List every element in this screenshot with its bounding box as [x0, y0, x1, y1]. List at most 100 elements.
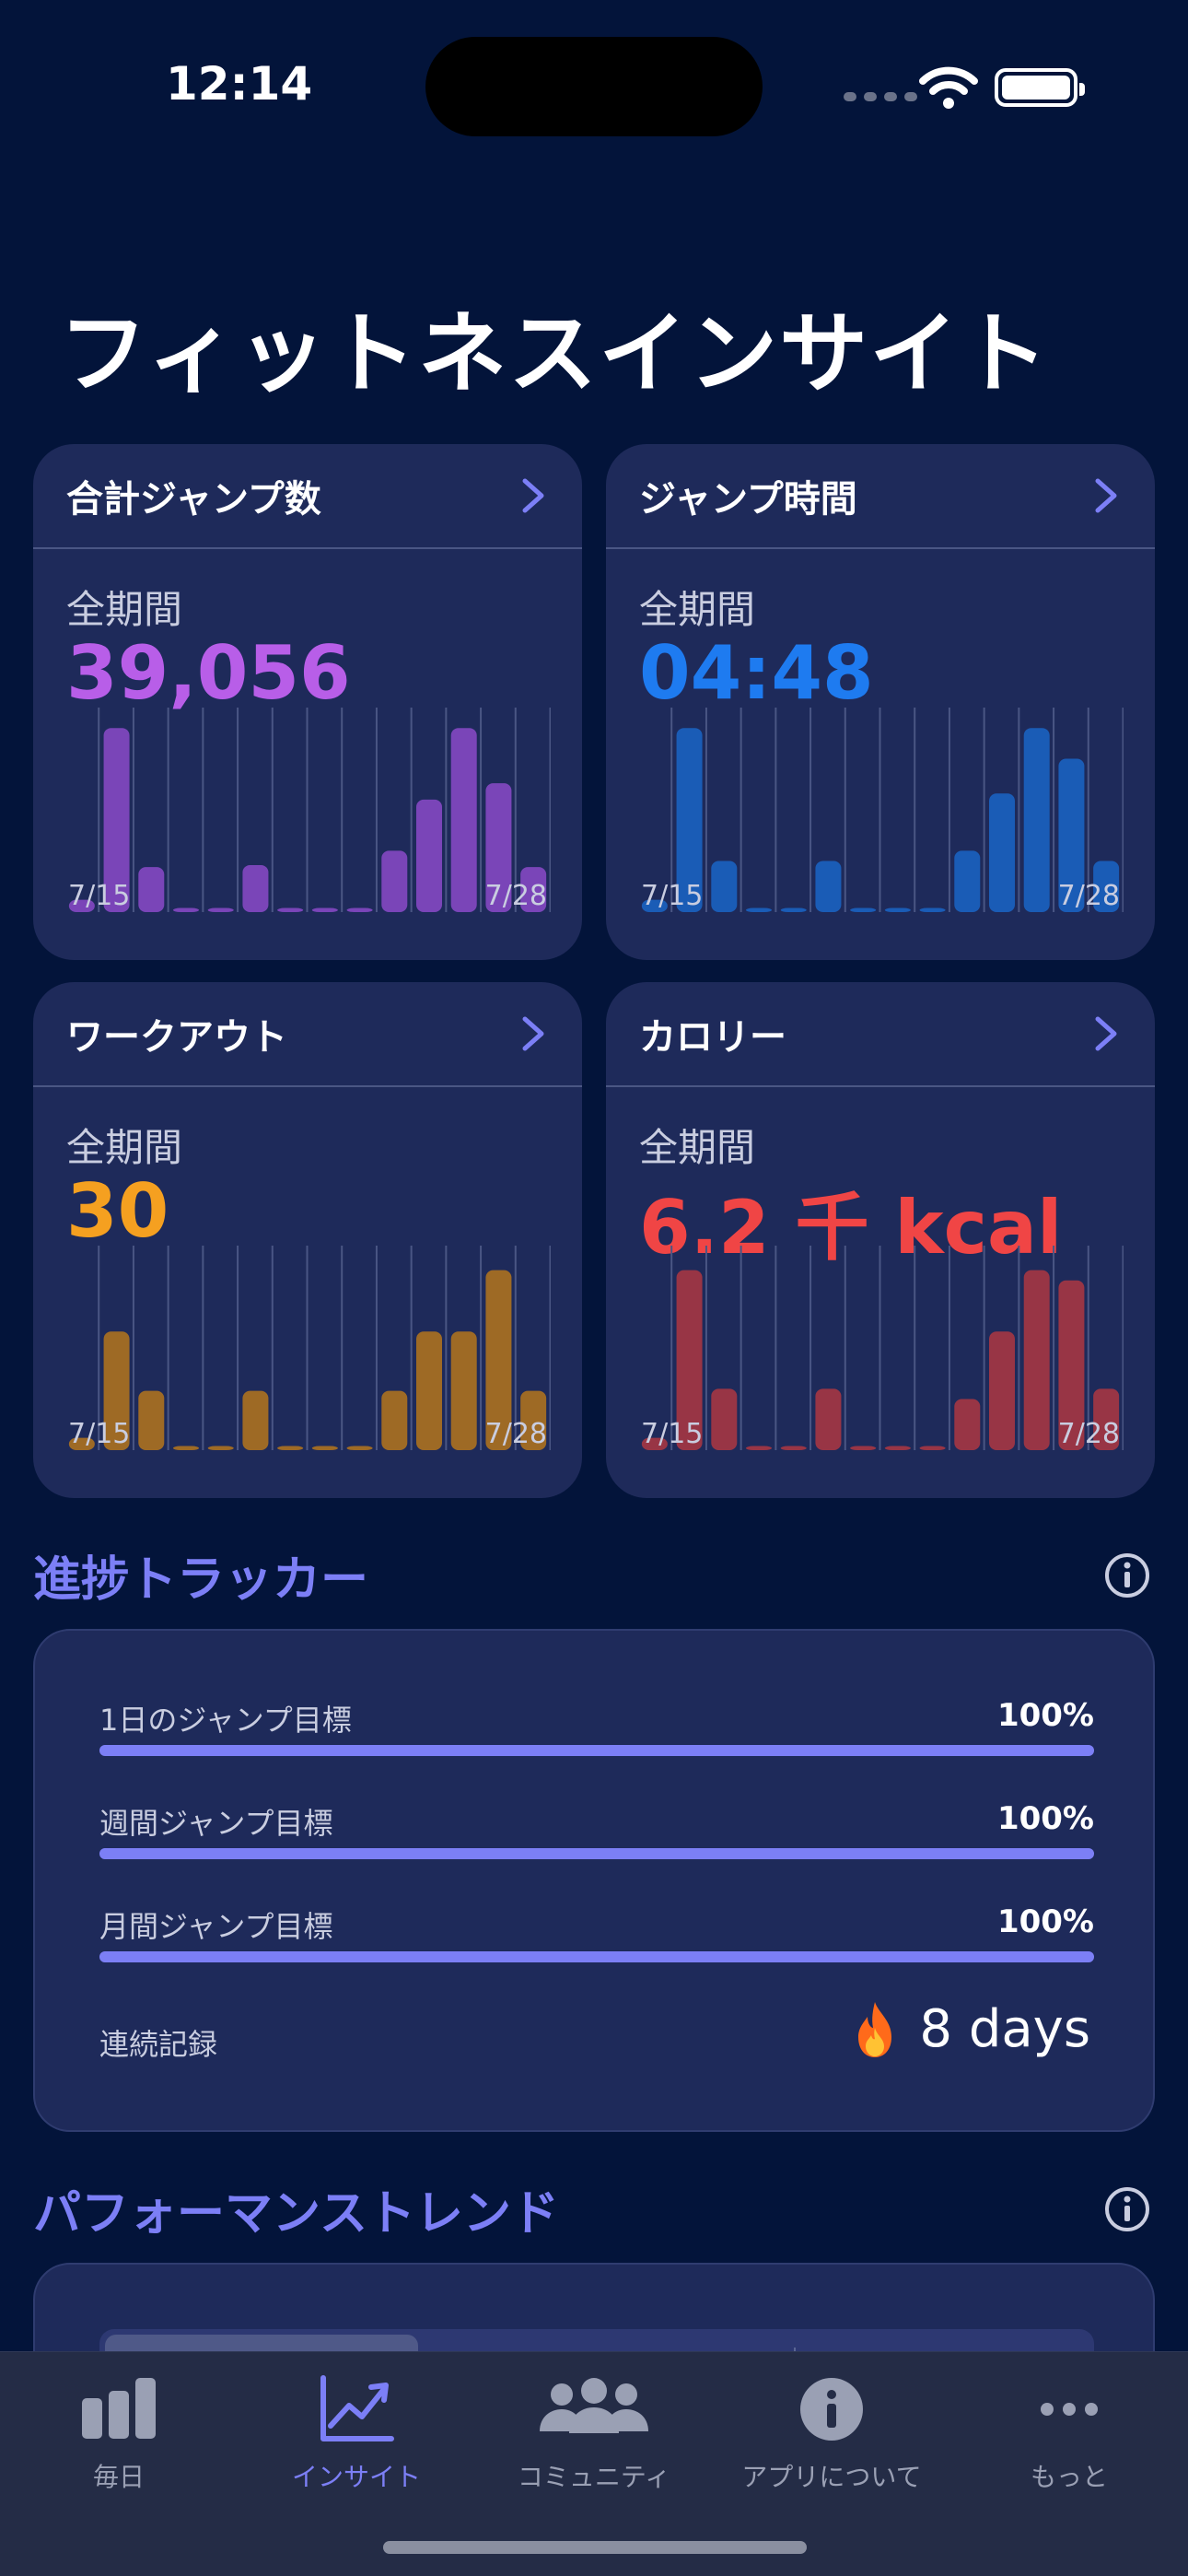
axis-label: 7/15 — [68, 880, 130, 912]
chart-bar — [346, 907, 373, 912]
axis-label: 7/28 — [485, 880, 547, 912]
chart-bar — [311, 1446, 338, 1450]
tab-insights[interactable]: インサイト — [238, 2372, 475, 2494]
bar-chart-icon — [82, 2378, 156, 2439]
card-title: 合計ジャンプ数 — [66, 478, 321, 521]
chart-bar — [780, 907, 807, 912]
card-period: 全期間 — [66, 1125, 183, 1170]
card-period: 全期間 — [639, 1125, 756, 1170]
chart-bar — [919, 907, 946, 912]
card-value: 6.2 千 kcal — [639, 1185, 1063, 1270]
card-jump-time[interactable]: ジャンプ時間 全期間 04:48 7/15 7/28 — [606, 444, 1155, 960]
chart-bar — [1093, 861, 1120, 912]
chart-bar — [884, 1446, 911, 1450]
card-title: カロリー — [639, 1016, 786, 1059]
mini-bar-chart: 7/15 7/28 — [641, 1246, 1124, 1450]
wifi-icon — [919, 66, 978, 109]
tab-label: インサイト — [291, 2462, 421, 2492]
progress-card: 1日のジャンプ目標 100% 週間ジャンプ目標 100% 月間ジャンプ目標 10… — [33, 1629, 1155, 2132]
progress-section-title: 進捗トラッカー — [33, 1552, 369, 1608]
card-period: 全期間 — [66, 587, 183, 632]
chart-bar — [68, 1437, 95, 1450]
card-total-jumps[interactable]: 合計ジャンプ数 全期間 39,056 7/15 7/28 — [33, 444, 582, 960]
card-calories[interactable]: カロリー 全期間 6.2 千 kcal 7/15 7/28 — [606, 982, 1155, 1498]
chart-bar — [68, 899, 95, 912]
chart-bar — [173, 907, 199, 912]
card-title: ワークアウト — [66, 1016, 287, 1059]
streak-text: 8 days — [919, 1999, 1090, 2059]
chevron-right-icon — [522, 478, 544, 513]
chart-bar — [711, 861, 738, 912]
card-workouts[interactable]: ワークアウト 全期間 30 7/15 7/28 — [33, 982, 582, 1498]
goal-label: 週間ジャンプ目標 — [99, 1806, 333, 1841]
chart-bar — [954, 1399, 981, 1450]
mini-bar-chart: 7/15 7/28 — [641, 708, 1124, 912]
goal-percent: 100% — [996, 1697, 1094, 1734]
chart-bar — [641, 1437, 668, 1450]
chart-bar — [989, 1331, 1015, 1450]
chart-bar — [1058, 1280, 1085, 1450]
goal-progress-bar — [99, 1745, 1094, 1756]
chart-bar — [815, 1388, 842, 1450]
goal-label: 1日のジャンプ目標 — [99, 1703, 352, 1738]
chart-bar — [450, 1331, 477, 1450]
goal-label: 月間ジャンプ目標 — [99, 1909, 333, 1944]
tab-about[interactable]: アプリについて — [713, 2372, 950, 2494]
chart-bar — [416, 799, 442, 912]
axis-label: 7/15 — [68, 1418, 130, 1450]
chart-bar — [989, 793, 1015, 912]
card-value: 30 — [66, 1168, 169, 1254]
chart-bar — [103, 728, 130, 912]
goal-percent: 100% — [996, 1800, 1094, 1837]
chart-bar — [884, 907, 911, 912]
tab-label: コミュニティ — [517, 2462, 671, 2492]
flame-icon — [858, 2001, 892, 2057]
chart-bar — [138, 867, 165, 912]
card-value: 04:48 — [639, 630, 874, 716]
chart-bar — [277, 907, 304, 912]
home-indicator — [383, 2541, 807, 2554]
chart-bar — [850, 907, 877, 912]
card-value: 39,056 — [66, 630, 351, 716]
chart-bar — [676, 1270, 703, 1450]
chart-bar — [1058, 758, 1085, 912]
tab-daily[interactable]: 毎日 — [0, 2372, 238, 2494]
info-icon[interactable] — [1103, 2185, 1151, 2233]
chart-bar — [815, 861, 842, 912]
chart-bar — [277, 1446, 304, 1450]
chart-bar — [242, 864, 269, 912]
chart-bar — [711, 1388, 738, 1450]
chevron-right-icon — [522, 1016, 544, 1051]
streak-label: 連続記録 — [99, 2027, 218, 2062]
tab-label: 毎日 — [92, 2462, 145, 2492]
chart-bar — [641, 899, 668, 912]
info-icon[interactable] — [1103, 1551, 1151, 1599]
chevron-right-icon — [1095, 1016, 1117, 1051]
card-period: 全期間 — [639, 587, 756, 632]
page-title: フィットネスインサイト — [59, 302, 1051, 405]
tab-label: アプリについて — [741, 2462, 922, 2492]
chart-bar — [1023, 1270, 1050, 1450]
chart-bar — [1023, 728, 1050, 912]
chart-bar — [919, 1446, 946, 1450]
ellipsis-icon — [1041, 2403, 1098, 2416]
chart-bar — [485, 783, 512, 912]
tab-community[interactable]: コミュニティ — [475, 2372, 713, 2494]
chart-bar — [311, 907, 338, 912]
tab-more[interactable]: もっと — [950, 2372, 1188, 2494]
battery-icon — [995, 68, 1085, 107]
chart-bar — [780, 1446, 807, 1450]
chart-bar — [850, 1446, 877, 1450]
info-icon — [800, 2378, 863, 2441]
tab-bar: 毎日 インサイト コミュニティ アプリについて — [0, 2351, 1188, 2576]
goal-progress-bar — [99, 1951, 1094, 1962]
mini-bar-chart: 7/15 7/28 — [68, 1246, 551, 1450]
streak-value: 8 days — [849, 1999, 1090, 2059]
dynamic-island — [425, 37, 763, 136]
chevron-right-icon — [1095, 478, 1117, 513]
axis-label: 7/28 — [485, 1418, 547, 1450]
chart-bar — [381, 1390, 408, 1450]
chart-bar — [207, 907, 234, 912]
status-time: 12:14 — [166, 57, 313, 111]
chart-bar — [1093, 1388, 1120, 1450]
